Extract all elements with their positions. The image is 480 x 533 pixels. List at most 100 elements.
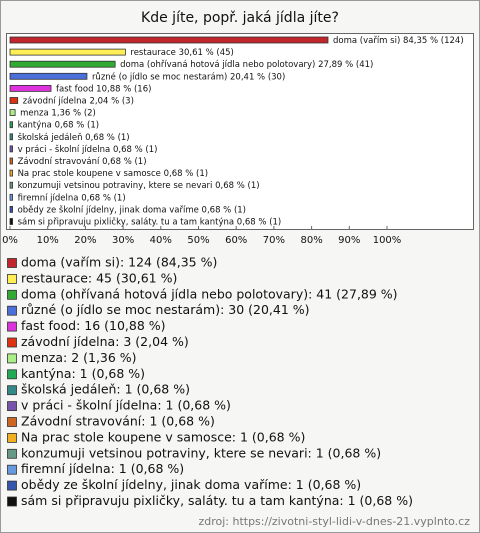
bar-label: menza 1,36 % (2) xyxy=(20,108,96,118)
legend-label: Na prac stole koupene v samosce: 1 (0,68… xyxy=(21,429,305,444)
x-tick-label: 40% xyxy=(150,235,172,246)
bar xyxy=(9,169,13,177)
bar-label: obědy ze školní jídelny, jinak doma vaří… xyxy=(18,204,246,215)
legend-swatch xyxy=(7,480,17,491)
bar-label: školská jedáleň 0,68 % (1) xyxy=(18,131,130,142)
x-tick-label: 0% xyxy=(2,235,18,246)
legend-swatch xyxy=(7,385,17,396)
legend-swatch xyxy=(7,337,17,348)
bar-category: kantýna xyxy=(18,120,52,130)
x-tick-label: 10% xyxy=(37,235,59,246)
source: zdroj: https://zivotni-styl-lidi-v-dnes-… xyxy=(198,515,470,528)
bar-category: firemní jídelna xyxy=(18,193,79,203)
legend-swatch xyxy=(7,448,17,459)
legend-label: doma (ohřívaná hotová jídla nebo polotov… xyxy=(21,286,398,301)
bar-value-label: 27,89 % (41) xyxy=(318,60,373,70)
bar-value-label: 0,68 % (1) xyxy=(164,169,208,179)
legend-label: sám si připravuju pixličky, saláty. tu a… xyxy=(21,493,413,508)
bar xyxy=(9,205,13,213)
legend-swatch xyxy=(7,305,17,316)
x-tick-label: 90% xyxy=(338,235,360,246)
legend-label: školská jedáleň: 1 (0,68 %) xyxy=(21,382,190,397)
bar-category: konzumuji vetsinou potraviny, ktere se n… xyxy=(18,181,213,191)
bar xyxy=(9,60,116,68)
legend-swatch xyxy=(7,417,17,427)
bar-category: restaurace xyxy=(130,48,176,58)
legend-label: doma (vařím si): 124 (84,35 %) xyxy=(21,255,217,270)
chart-title: Kde jíte, popř. jaká jídla jíte? xyxy=(141,10,339,26)
legend-swatch xyxy=(7,401,17,412)
bar-category: sám si připravuju pixličky, saláty. tu a… xyxy=(18,216,235,227)
bar-value-label: 1,36 % (2) xyxy=(51,108,95,118)
legend-swatch xyxy=(7,258,17,268)
bar-category: Závodní stravování xyxy=(18,157,100,167)
legend-swatch xyxy=(7,353,17,364)
bar-label: fast food 10,88 % (16) xyxy=(56,84,151,94)
bar xyxy=(9,133,13,141)
bar-label: restaurace 30,61 % (45) xyxy=(130,48,233,58)
x-tick-label: 100% xyxy=(373,235,402,246)
legend-label: konzumuji vetsinou potraviny, ktere se n… xyxy=(21,445,381,460)
bar-value-label: 10,88 % (16) xyxy=(96,84,151,94)
bar xyxy=(9,218,13,225)
bar-label: závodní jídelna 2,04 % (3) xyxy=(23,96,134,106)
x-tick-label: 20% xyxy=(74,235,96,246)
x-tick-label: 70% xyxy=(263,235,285,246)
bar-category: školská jedáleň xyxy=(18,131,83,142)
bar-label: Závodní stravování 0,68 % (1) xyxy=(18,157,147,167)
bar-label: v práci - školní jídelna 0,68 % (1) xyxy=(18,143,158,154)
bar-category: závodní jídelna xyxy=(23,96,87,106)
legend-label: fast food: 16 (10,88 %) xyxy=(21,318,166,333)
bar-value-label: 84,35 % (124) xyxy=(403,36,464,46)
bar-category: v práci - školní jídelna xyxy=(18,143,111,154)
bar-label: Na prac stole koupene v samosce 0,68 % (… xyxy=(18,169,209,179)
bar xyxy=(9,72,88,80)
bar-label: firemní jídelna 0,68 % (1) xyxy=(18,193,126,203)
bar xyxy=(9,121,13,129)
legend-swatch xyxy=(7,496,17,507)
bar-label: sám si připravuju pixličky, saláty. tu a… xyxy=(18,216,282,227)
bar-label: doma (ohřívaná hotová jídla nebo polotov… xyxy=(120,60,373,70)
legend-label: v práci - školní jídelna: 1 (0,68 %) xyxy=(21,398,231,413)
legend-label: závodní jídelna: 3 (2,04 %) xyxy=(21,334,189,349)
legend-swatch xyxy=(7,369,17,380)
x-tick-label: 80% xyxy=(300,235,322,246)
bar-value-label: 20,41 % (30) xyxy=(230,72,285,82)
legend-swatch xyxy=(7,289,17,300)
bar xyxy=(9,97,19,104)
bar-category: různé (o jídlo se moc nestarám) xyxy=(92,71,227,82)
bar xyxy=(9,109,16,116)
bar xyxy=(9,36,329,44)
bar-value-label: 0,68 % (1) xyxy=(215,181,259,191)
bar-label: kantýna 0,68 % (1) xyxy=(18,120,99,130)
bar-value-label: 2,04 % (3) xyxy=(89,96,133,106)
bar-label: různé (o jídlo se moc nestarám) 20,41 % … xyxy=(92,71,285,82)
bar-label: konzumuji vetsinou potraviny, ktere se n… xyxy=(18,181,260,191)
bar-category: obědy ze školní jídelny, jinak doma vaří… xyxy=(18,204,199,215)
bar xyxy=(9,48,126,56)
x-tick-label: 50% xyxy=(187,235,209,246)
x-tick-label: 60% xyxy=(225,235,247,246)
legend-label: firemní jídelna: 1 (0,68 %) xyxy=(21,461,184,476)
bar xyxy=(9,85,52,92)
bar-category: doma (ohřívaná hotová jídla nebo polotov… xyxy=(120,60,315,70)
legend-swatch xyxy=(7,273,17,284)
bar-value-label: 0,68 % (1) xyxy=(237,217,281,227)
legend-swatch xyxy=(7,464,17,475)
bar-value-label: 0,68 % (1) xyxy=(202,205,246,215)
x-tick-label: 30% xyxy=(112,235,134,246)
legend-label: různé (o jídlo se moc nestarám): 30 (20,… xyxy=(21,302,310,317)
legend-label: restaurace: 45 (30,61 %) xyxy=(21,270,177,285)
bar xyxy=(9,193,13,201)
bar-value-label: 0,68 % (1) xyxy=(113,144,157,154)
bar-value-label: 0,68 % (1) xyxy=(102,157,146,167)
legend-swatch xyxy=(7,321,17,332)
legend-label: kantýna: 1 (0,68 %) xyxy=(21,366,145,381)
legend-swatch xyxy=(7,432,17,443)
legend-label: obědy ze školní jídelny, jinak doma vaří… xyxy=(21,477,361,492)
legend-label: menza: 2 (1,36 %) xyxy=(21,350,137,365)
bar-value-label: 0,68 % (1) xyxy=(55,120,99,130)
bar-category: doma (vařím si) xyxy=(333,36,400,46)
bar-value-label: 30,61 % (45) xyxy=(179,48,234,58)
